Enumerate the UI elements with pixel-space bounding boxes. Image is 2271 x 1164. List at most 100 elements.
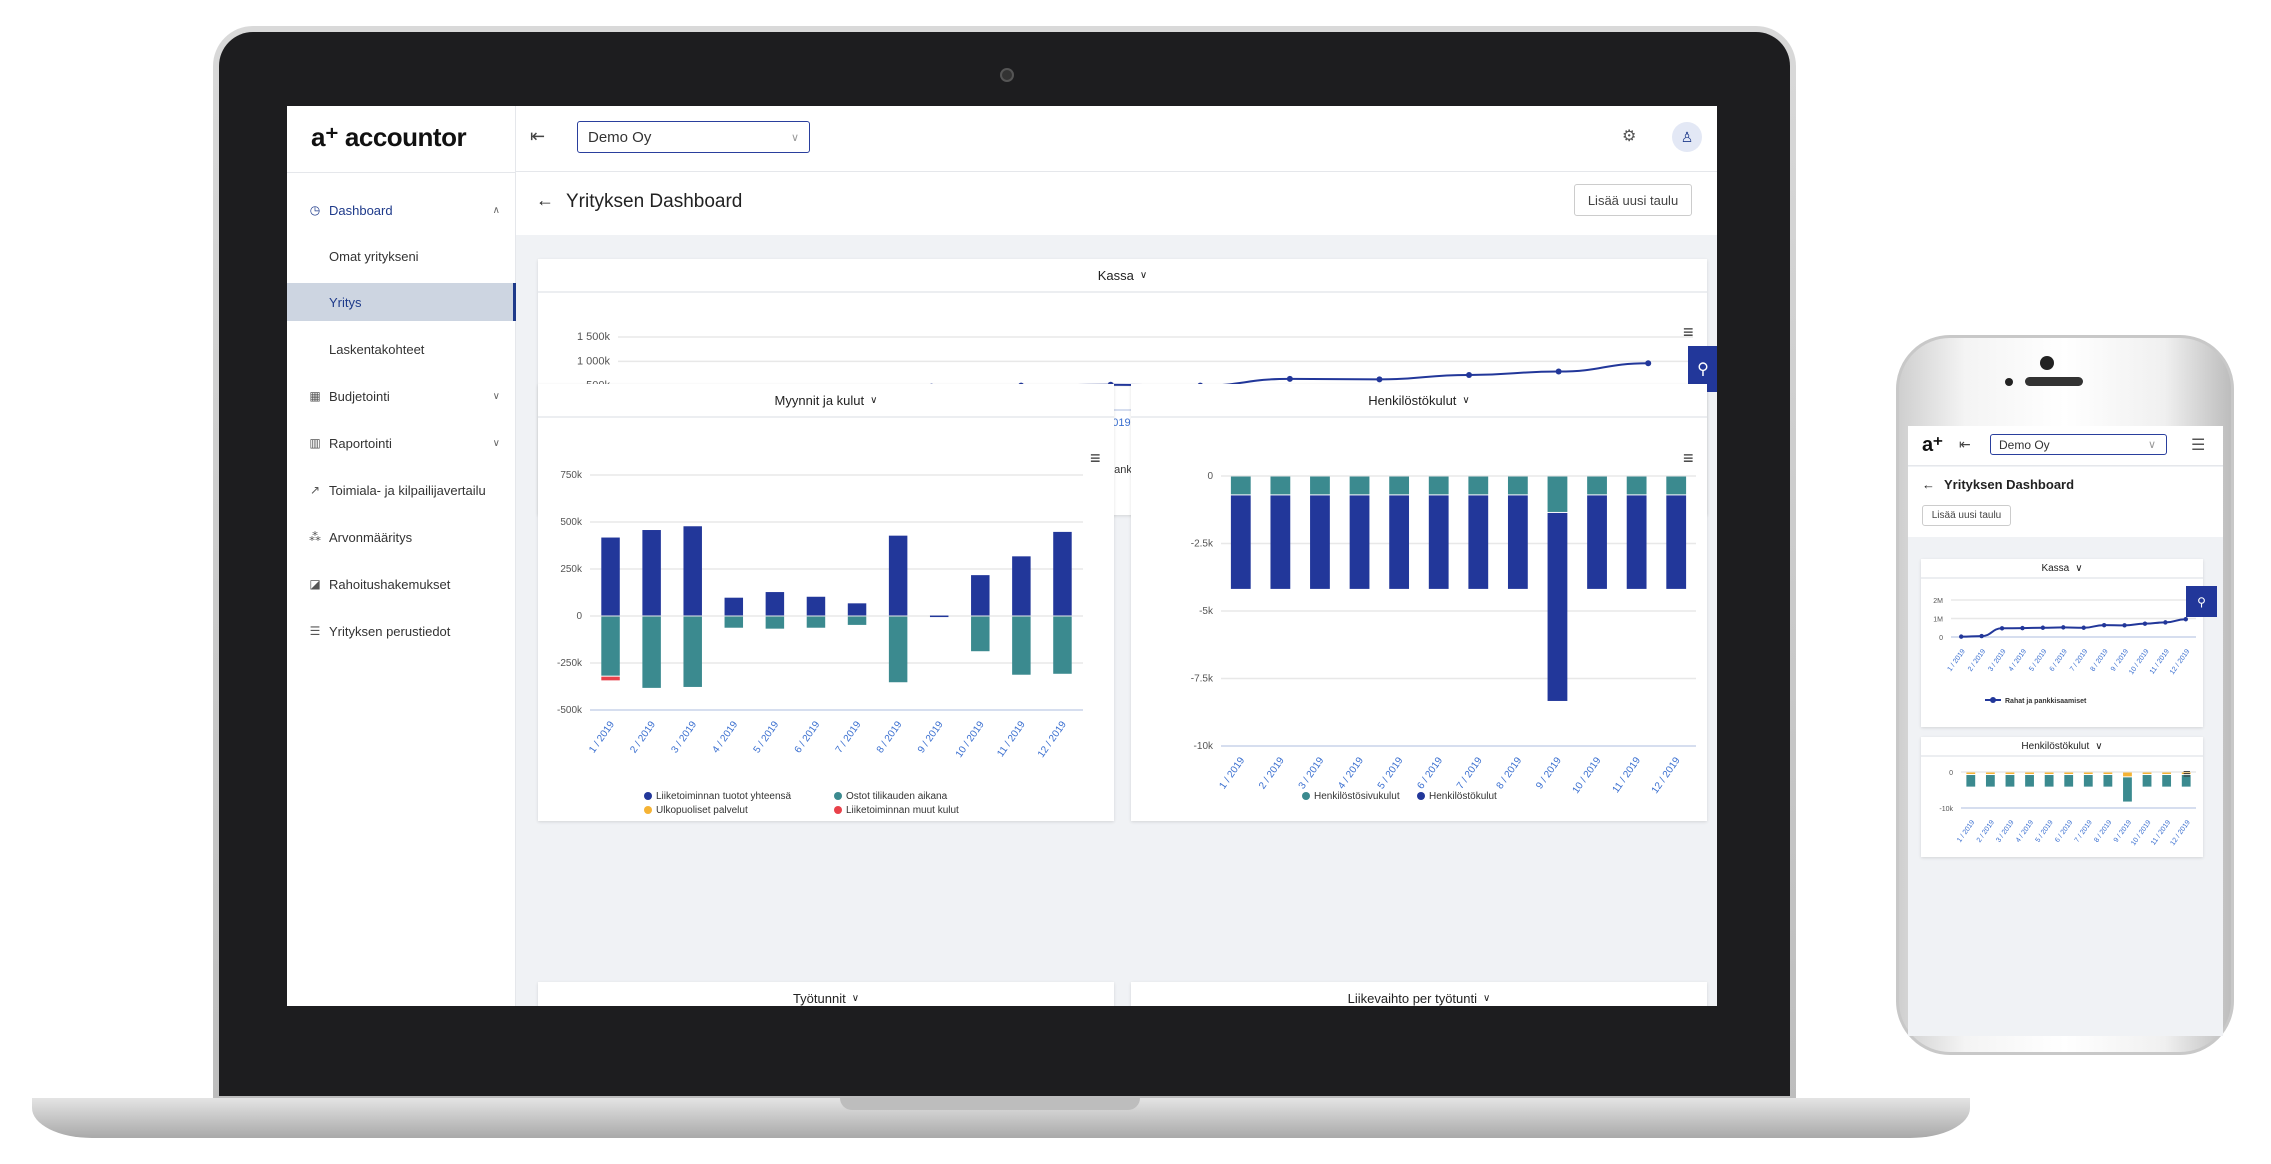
- x-tick-label: 6 / 2019: [2054, 819, 2074, 844]
- phone-henkilosto-card: Henkilöstökulut ∨ -10k 0 1 / 2019 2 / 2019 3 …: [1921, 737, 2203, 857]
- bar-segment: [1547, 476, 1568, 512]
- kassa-card-header[interactable]: Kassa ∨: [538, 259, 1707, 293]
- bar-segment: [1626, 476, 1647, 495]
- zoom-search-button[interactable]: ⚲: [2186, 586, 2217, 617]
- user-avatar-icon[interactable]: ♙: [1672, 122, 1702, 152]
- company-select-value: Demo Oy: [588, 128, 652, 146]
- chevron-down-icon: ∨: [492, 437, 500, 449]
- data-point: [2061, 625, 2066, 630]
- x-tick-label: 9 / 2019: [2110, 648, 2130, 673]
- bar-segment: [2025, 775, 2034, 787]
- legend-marker: [644, 806, 652, 814]
- bar-segment: [847, 603, 867, 616]
- sidebar-item-label: Rahoitushakemukset: [329, 576, 451, 592]
- myynnit-card-header[interactable]: Myynnit ja kulut ∨: [538, 384, 1114, 418]
- y-tick-label: -2.5k: [1191, 539, 1214, 550]
- series-line: [1961, 618, 2186, 638]
- liikevaihto-card: Liikevaihto per työtunti ∨: [1131, 982, 1707, 1006]
- chevron-down-icon: ∨: [2075, 562, 2083, 574]
- bar-segment: [1468, 476, 1489, 495]
- add-board-button[interactable]: Lisää uusi taulu: [1574, 184, 1692, 216]
- page-title: Yrityksen Dashboard: [1944, 477, 2075, 492]
- bar-segment: [2005, 775, 2015, 787]
- sidebar-item-rahoitushakemukset[interactable]: ◪ Rahoitushakemukset: [287, 565, 516, 603]
- chevron-down-icon: ∨: [1462, 394, 1470, 406]
- henkilosto-card-header[interactable]: Henkilöstökulut ∨: [1131, 384, 1707, 418]
- x-tick-label: 10 / 2019: [1571, 755, 1604, 796]
- sidebar-item-yritys[interactable]: Yritys: [287, 283, 516, 321]
- trend-icon: ↗: [309, 483, 321, 497]
- bar-segment: [1468, 495, 1489, 589]
- phone-speaker: [2025, 377, 2083, 386]
- sidebar-item-arvonmaaritys[interactable]: ⁂ Arvonmääritys: [287, 518, 516, 556]
- bar-segment: [683, 616, 702, 687]
- x-tick-label: 3 / 2019: [1995, 819, 2015, 844]
- chart-menu-icon[interactable]: ≡: [1683, 322, 1694, 342]
- y-tick-label: 0: [1939, 635, 1943, 642]
- bar-segment: [1985, 775, 1995, 787]
- search-icon: ⚲: [2197, 594, 2206, 609]
- bar-segment: [2123, 772, 2132, 777]
- phone-top-bar: a⁺ ⇤ Demo Oy ∨ ☰: [1908, 426, 2223, 466]
- legend-marker: [834, 792, 842, 800]
- bar-segment: [765, 592, 785, 616]
- bar-segment: [1428, 476, 1449, 495]
- x-tick-label: 1 / 2019: [1218, 755, 1248, 791]
- henkilosto-card-header[interactable]: Henkilöstökulut ∨: [1921, 737, 2203, 757]
- company-select[interactable]: Demo Oy ∨: [577, 121, 810, 153]
- x-tick-label: 11 / 2019: [2149, 648, 2171, 676]
- back-arrow-icon[interactable]: ←: [536, 190, 554, 210]
- x-tick-label: 5 / 2019: [2028, 648, 2048, 673]
- bar-segment: [1053, 531, 1072, 616]
- sidebar-item-dashboard[interactable]: ◷ Dashboard ∧: [287, 191, 516, 229]
- sidebar-item-omat-yritykseni[interactable]: Omat yritykseni: [287, 237, 516, 275]
- bar-segment: [1012, 556, 1031, 616]
- phone-camera: [2040, 356, 2054, 370]
- bar-segment: [2025, 772, 2034, 775]
- bar-segment: [929, 615, 949, 618]
- liikevaihto-card-header[interactable]: Liikevaihto per työtunti ∨: [1131, 982, 1707, 1006]
- bar-segment: [1230, 495, 1251, 589]
- kassa-card-header[interactable]: Kassa ∨: [1921, 559, 2203, 579]
- bar-segment: [1270, 495, 1291, 589]
- sidebar-item-raportointi[interactable]: ▥ Raportointi ∨: [287, 424, 516, 462]
- bar-segment: [2103, 772, 2113, 775]
- bar-segment: [1270, 476, 1291, 495]
- chart-menu-icon[interactable]: ≡: [1683, 448, 1694, 468]
- bar-segment: [888, 535, 908, 616]
- collapse-menu-icon[interactable]: ⇤: [1959, 436, 1971, 452]
- chart-menu-icon[interactable]: ≡: [1090, 448, 1101, 468]
- settings-gear-icon[interactable]: ⚙: [1622, 128, 1637, 145]
- back-arrow-icon[interactable]: ←: [1922, 477, 1935, 492]
- bar-segment: [971, 616, 990, 652]
- y-tick-label: 0: [576, 611, 582, 622]
- sidebar-item-budjetointi[interactable]: ▦ Budjetointi ∨: [287, 377, 516, 415]
- x-tick-label: 8 / 2019: [2093, 819, 2113, 844]
- collapse-menu-icon[interactable]: ⇤: [530, 126, 546, 146]
- sidebar-item-toimiala[interactable]: ↗ Toimiala- ja kilpailijavertailu: [287, 471, 516, 509]
- x-tick-label: 9 / 2019: [916, 719, 946, 755]
- x-tick-label: 9 / 2019: [1534, 755, 1564, 791]
- tyotunnit-card-header[interactable]: Työtunnit ∨: [538, 982, 1114, 1006]
- bar-segment: [1053, 616, 1072, 674]
- bar-segment: [2142, 772, 2152, 775]
- y-tick-label: 0: [1207, 471, 1213, 482]
- company-select[interactable]: Demo Oy ∨: [1990, 434, 2167, 455]
- chevron-down-icon: ∨: [790, 131, 799, 144]
- y-tick-label: 250k: [560, 564, 583, 575]
- x-tick-label: 5 / 2019: [752, 719, 782, 755]
- bar-segment: [2044, 772, 2054, 775]
- sidebar-item-label: Dashboard: [329, 202, 393, 218]
- hamburger-menu-icon[interactable]: ☰: [2191, 437, 2206, 454]
- phone-page-header: ← Yrityksen Dashboard Lisää uusi taulu: [1908, 467, 2223, 537]
- bar-segment: [2064, 775, 2074, 787]
- add-board-button[interactable]: Lisää uusi taulu: [1922, 505, 2011, 526]
- chart-menu-icon[interactable]: ≡: [2183, 766, 2191, 781]
- x-tick-label: 7 / 2019: [834, 719, 864, 755]
- bar-segment: [2123, 777, 2132, 802]
- data-point: [1959, 634, 1964, 639]
- sidebar-item-yrityksen-perustiedot[interactable]: ☰ Yrityksen perustiedot: [287, 612, 516, 650]
- x-tick-label: 12 / 2019: [1650, 755, 1683, 796]
- sidebar-item-laskentakohteet[interactable]: Laskentakohteet: [287, 330, 516, 368]
- bar-segment: [847, 616, 867, 625]
